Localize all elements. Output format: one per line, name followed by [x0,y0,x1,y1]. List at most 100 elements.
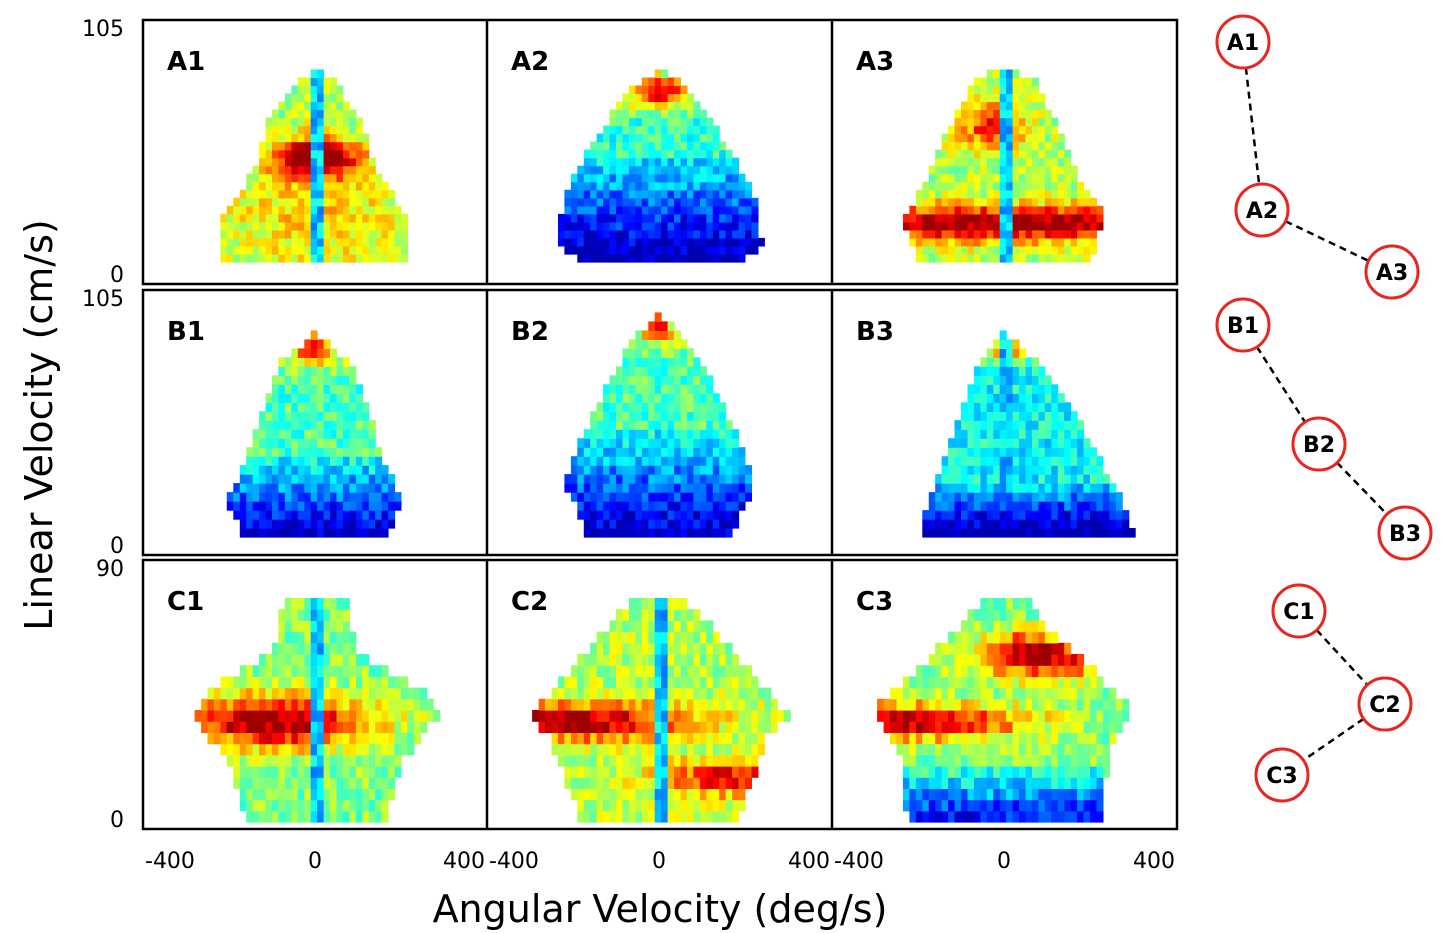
heatmap-cell [961,492,968,502]
heatmap-cell [297,429,305,439]
heatmap-cell [706,402,714,412]
heatmap-cell [667,366,675,376]
heatmap-cell [330,429,337,439]
heatmap-cell [648,721,656,733]
heatmap-cell [317,743,325,756]
heatmap-cell [590,229,598,239]
heatmap-cell [220,221,228,231]
heatmap-cell [712,221,720,231]
heatmap-cell [317,101,325,111]
heatmap-cell [903,754,910,767]
heatmap-cell [1064,149,1072,159]
heatmap-cell [1064,788,1072,801]
heatmap-cell [336,181,344,191]
heatmap-cell [993,213,1001,223]
heatmap-cell [310,402,318,412]
heatmap-cell [278,205,286,215]
heatmap-cell [661,205,669,215]
heatmap-cell [693,492,701,502]
heatmap-cell [609,528,617,538]
heatmap-cell [1090,246,1097,255]
heatmap-cell [284,465,292,475]
heatmap-cell [928,654,936,666]
heatmap-cell [699,743,707,756]
x-tick-label: 400 [1133,849,1175,874]
heatmap-cell [1044,393,1052,403]
heatmap-cell [284,698,292,711]
heatmap-cell [687,348,694,358]
heatmap-cell [310,447,318,457]
heatmap-cell [336,117,344,127]
heatmap-cell [712,393,720,403]
heatmap-cell [654,366,662,376]
heatmap-cell [284,676,292,689]
heatmap-cell [1038,474,1046,484]
heatmap-cell [738,474,746,484]
heatmap-cell [609,197,617,207]
heatmap-cell [993,141,1001,151]
heatmap-cell [246,676,254,689]
heatmap-cell [641,221,649,231]
heatmap-cell [342,393,350,403]
heatmap-cell [609,117,617,127]
heatmap-cell [284,598,292,610]
heatmap-cell [661,189,669,199]
heatmap-cell [1025,213,1033,223]
heatmap-cell [973,366,981,376]
heatmap-cell [1032,141,1039,151]
heatmap-cell [667,339,675,349]
heatmap-cell [935,474,943,484]
heatmap-cell [1006,357,1014,367]
heatmap-cell [915,237,923,247]
heatmap-cell [1006,631,1014,644]
heatmap-cell [1077,205,1085,215]
heatmap-cell [310,474,318,484]
heatmap-cell [1019,777,1026,789]
grid-frames [141,18,1179,831]
heatmap-cell [712,213,720,223]
heatmap-cell [362,721,370,733]
heatmap-cell [330,710,337,722]
heatmap-cell [635,474,643,484]
heatmap-cell [1032,357,1039,367]
heatmap-cell [590,221,598,231]
heatmap-cell [1032,77,1039,87]
heatmap-cell [233,237,241,247]
heatmap-cell [635,213,643,223]
heatmap-cell [1019,229,1026,239]
y-tick-label: 0 [110,534,124,559]
heatmap-cell [680,519,688,529]
heatmap-cell [291,173,299,183]
heatmap-cell [674,429,681,439]
heatmap-cell [1012,165,1020,175]
heatmap-cell [1090,743,1097,756]
heatmap-cell [259,483,267,493]
heatmap-cell [246,456,254,466]
heatmap-cell [590,205,598,215]
heatmap-cell [993,237,1001,247]
heatmap-cell [712,189,720,199]
heatmap-cell [259,447,267,457]
heatmap-cell [375,788,383,801]
heatmap-cell [693,117,701,127]
heatmap-cell [317,732,325,745]
heatmap-cell [909,698,917,711]
heatmap-cell [1038,754,1046,767]
heatmap-cell [1038,732,1046,745]
heatmap-cell [738,799,746,812]
heatmap-cell [654,246,662,255]
heatmap-cell [693,528,701,538]
heatmap-cell [590,687,598,700]
heatmap-cell [564,766,572,778]
heatmap-cell [973,528,981,538]
heatmap-cell [609,732,617,745]
heatmap-cell [596,213,604,223]
heatmap-cell [648,357,656,367]
heatmap-cell [986,149,994,159]
heatmap-cell [1006,221,1014,231]
heatmap-cell [922,229,930,239]
heatmap-cell [278,246,286,255]
heatmap-cell [641,754,649,767]
heatmap-cell [323,654,331,666]
heatmap-cell [1044,501,1052,511]
